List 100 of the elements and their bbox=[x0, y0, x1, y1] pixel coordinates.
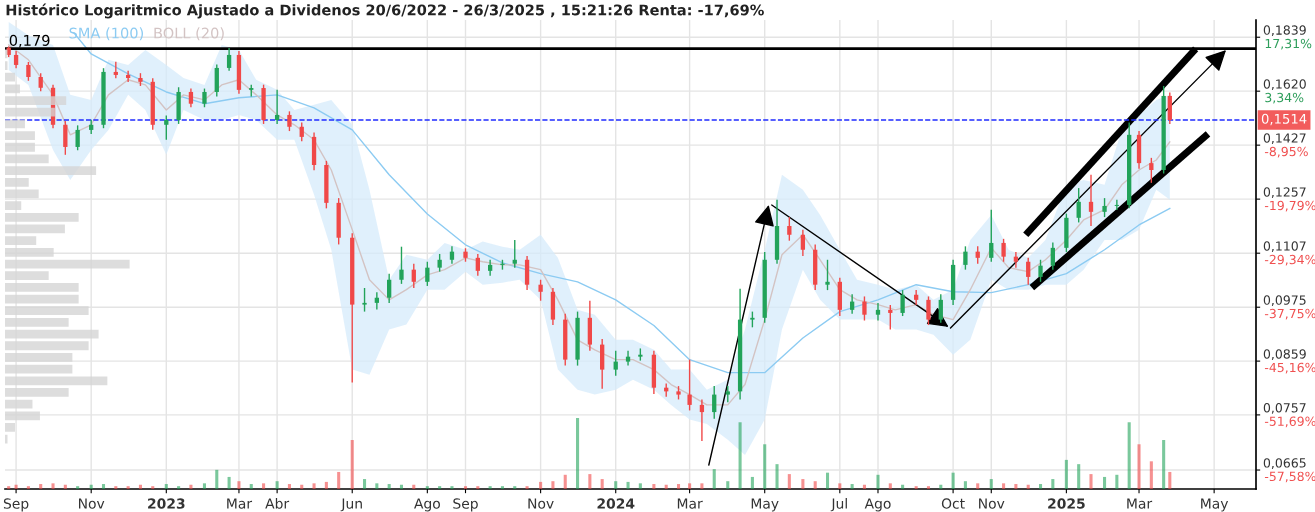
x-tick-label: Mar bbox=[677, 498, 703, 509]
bar bbox=[551, 481, 555, 489]
x-tick-label: Nov bbox=[979, 498, 1005, 509]
ref-line-label: 0,1514 bbox=[1261, 113, 1307, 126]
x-tick-label: Sep bbox=[453, 498, 478, 512]
bar bbox=[262, 483, 266, 489]
bar bbox=[1089, 474, 1093, 489]
x-tick-label: Ago bbox=[864, 498, 891, 512]
bar bbox=[5, 96, 67, 105]
x-tick-label: Nov bbox=[79, 498, 105, 509]
bar bbox=[5, 423, 15, 432]
y-tick-label: 0,1257 bbox=[1263, 187, 1306, 198]
bar bbox=[914, 486, 918, 489]
text: -8,95% bbox=[1264, 146, 1308, 158]
ref-line-label: 0,179 bbox=[9, 34, 50, 48]
bar bbox=[5, 306, 89, 316]
bar bbox=[5, 318, 69, 327]
bar bbox=[838, 483, 842, 489]
bar bbox=[951, 472, 955, 489]
bar bbox=[5, 154, 49, 164]
bar bbox=[626, 481, 630, 489]
bar bbox=[350, 440, 354, 489]
text: 3,34% bbox=[1265, 92, 1304, 104]
bar bbox=[787, 474, 791, 489]
x-tick-label: Abr bbox=[265, 498, 290, 509]
bar bbox=[5, 399, 33, 409]
bar bbox=[926, 486, 931, 489]
bar bbox=[101, 484, 106, 489]
bar bbox=[688, 483, 692, 489]
bar bbox=[1168, 471, 1172, 489]
bar bbox=[425, 486, 429, 489]
bar bbox=[5, 411, 40, 421]
bar bbox=[712, 469, 716, 489]
bar bbox=[39, 484, 43, 489]
bar bbox=[177, 486, 181, 489]
y-tick-label: 0,0859 bbox=[1263, 349, 1306, 360]
bar bbox=[750, 476, 754, 489]
bar bbox=[600, 479, 604, 489]
bar bbox=[189, 484, 193, 489]
bar bbox=[227, 476, 231, 489]
bar bbox=[1115, 474, 1119, 489]
bar bbox=[664, 484, 668, 489]
bar bbox=[488, 486, 492, 489]
bar bbox=[202, 483, 207, 489]
bar bbox=[588, 474, 592, 489]
text: -19,79% bbox=[1264, 200, 1315, 212]
bar bbox=[387, 484, 391, 489]
x-tick-label: Jun bbox=[340, 498, 362, 512]
bar bbox=[775, 464, 779, 489]
bar bbox=[215, 469, 219, 489]
bar bbox=[513, 486, 517, 489]
bar bbox=[763, 444, 767, 489]
x-tick-label: Ago bbox=[414, 498, 440, 512]
x-tick-label: Nov bbox=[528, 498, 554, 509]
text: -37,75% bbox=[1264, 308, 1315, 320]
text: BOLL (20) bbox=[154, 27, 224, 41]
y-tick-label: 0,0975 bbox=[1263, 295, 1306, 307]
bar bbox=[1103, 476, 1107, 489]
x-tick-label: Mar bbox=[227, 498, 253, 509]
bar bbox=[652, 484, 656, 489]
chart-title: Histórico Logaritmico Ajustado a Dividenos 20/6/2022 - 26/3/2025 , 15:21:26 Renta: -17,69% bbox=[6, 3, 764, 19]
bar bbox=[5, 329, 99, 339]
bar bbox=[862, 484, 866, 489]
bar bbox=[5, 72, 15, 82]
bar bbox=[5, 107, 55, 117]
bar bbox=[63, 484, 67, 489]
bar bbox=[476, 486, 480, 489]
bar bbox=[1038, 484, 1043, 489]
bar bbox=[850, 484, 854, 489]
bar bbox=[114, 486, 118, 489]
bar bbox=[939, 484, 943, 489]
bar bbox=[5, 341, 89, 351]
bar bbox=[700, 483, 704, 489]
bar bbox=[638, 483, 642, 489]
bar bbox=[26, 486, 30, 489]
bar bbox=[5, 376, 108, 386]
bar bbox=[5, 131, 35, 140]
bar bbox=[463, 486, 468, 489]
bar bbox=[138, 484, 142, 489]
bar bbox=[151, 486, 155, 489]
bar bbox=[337, 471, 341, 489]
bar bbox=[5, 364, 73, 374]
bar bbox=[375, 483, 379, 489]
bar bbox=[1051, 479, 1055, 489]
text: -45,16% bbox=[1264, 362, 1315, 374]
bar bbox=[76, 486, 80, 489]
bar bbox=[237, 481, 241, 489]
x-tick-label: Jul bbox=[830, 498, 847, 512]
y-tick-label: 0,1107 bbox=[1263, 241, 1306, 253]
y-tick-label: 0,0757 bbox=[1263, 403, 1306, 414]
text: -57,58% bbox=[1264, 471, 1315, 483]
x-tick-label: 2025 bbox=[1048, 498, 1085, 509]
bar bbox=[275, 481, 279, 489]
bar bbox=[5, 177, 29, 187]
bar bbox=[563, 474, 567, 489]
bar bbox=[5, 166, 97, 175]
bar bbox=[1137, 444, 1141, 489]
bar bbox=[726, 481, 730, 489]
y-tick-label: 0,1839 bbox=[1263, 25, 1306, 37]
text: -51,69% bbox=[1264, 416, 1315, 428]
